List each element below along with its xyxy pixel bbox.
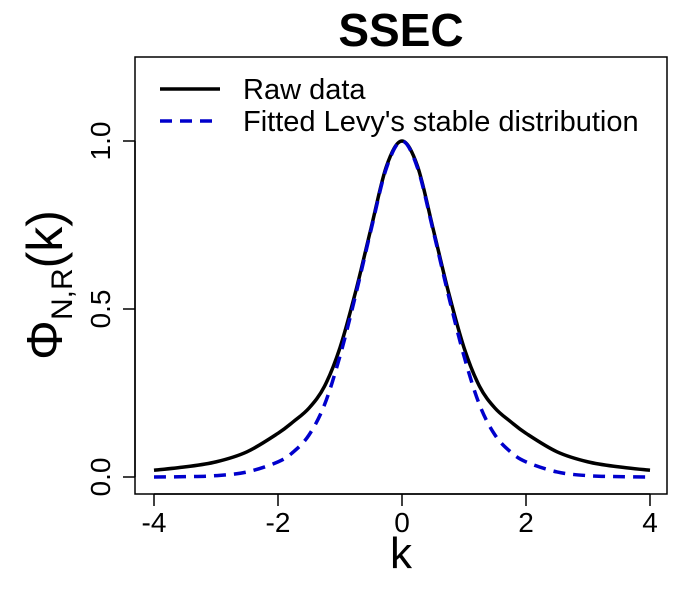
y-tick-label: 1.0 <box>85 122 116 161</box>
chart-title: SSEC <box>338 4 463 56</box>
x-tick-label: -4 <box>142 507 167 538</box>
x-tick-label: 4 <box>642 507 658 538</box>
legend-label-fitted: Fitted Levy's stable distribution <box>243 106 639 138</box>
series-line-fitted <box>153 139 651 479</box>
y-ticks: 0.0 0.5 1.0 <box>85 122 135 497</box>
x-axis-label: k <box>390 529 413 578</box>
x-tick-label: 0 <box>394 507 410 538</box>
y-axis-label-subscript: N,R <box>46 268 79 320</box>
y-axis-label-symbol: Φ <box>17 320 73 360</box>
series-line-raw-data <box>153 139 651 473</box>
legend-label-raw-data: Raw data <box>243 74 366 106</box>
x-tick-label: 2 <box>518 507 534 538</box>
legend: Raw data Fitted Levy's stable distributi… <box>160 74 639 138</box>
y-tick-label: 0.5 <box>85 290 116 329</box>
y-axis-label: ΦN,R(k) <box>17 210 79 360</box>
x-ticks: -4 -2 0 2 4 <box>142 494 658 538</box>
series-layer <box>153 139 651 479</box>
y-tick-label: 0.0 <box>85 458 116 497</box>
y-axis-label-arg: (k) <box>17 210 73 268</box>
x-tick-label: -2 <box>266 507 291 538</box>
